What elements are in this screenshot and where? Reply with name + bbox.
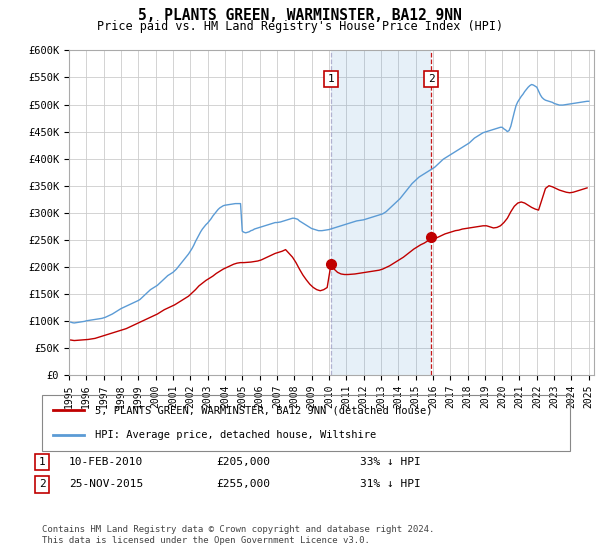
Text: Contains HM Land Registry data © Crown copyright and database right 2024.
This d: Contains HM Land Registry data © Crown c… xyxy=(42,525,434,545)
Text: 1: 1 xyxy=(38,457,46,467)
Text: 10-FEB-2010: 10-FEB-2010 xyxy=(69,457,143,467)
Text: 5, PLANTS GREEN, WARMINSTER, BA12 9NN (detached house): 5, PLANTS GREEN, WARMINSTER, BA12 9NN (d… xyxy=(95,405,432,416)
Text: Price paid vs. HM Land Registry's House Price Index (HPI): Price paid vs. HM Land Registry's House … xyxy=(97,20,503,33)
Text: 5, PLANTS GREEN, WARMINSTER, BA12 9NN: 5, PLANTS GREEN, WARMINSTER, BA12 9NN xyxy=(138,8,462,24)
Text: 31% ↓ HPI: 31% ↓ HPI xyxy=(360,479,421,489)
Bar xyxy=(331,50,431,375)
Text: £205,000: £205,000 xyxy=(216,457,270,467)
Text: 25-NOV-2015: 25-NOV-2015 xyxy=(69,479,143,489)
Text: HPI: Average price, detached house, Wiltshire: HPI: Average price, detached house, Wilt… xyxy=(95,430,376,440)
Text: £255,000: £255,000 xyxy=(216,479,270,489)
Text: 33% ↓ HPI: 33% ↓ HPI xyxy=(360,457,421,467)
Text: 2: 2 xyxy=(428,74,434,84)
Text: 1: 1 xyxy=(328,74,334,84)
Text: 2: 2 xyxy=(38,479,46,489)
